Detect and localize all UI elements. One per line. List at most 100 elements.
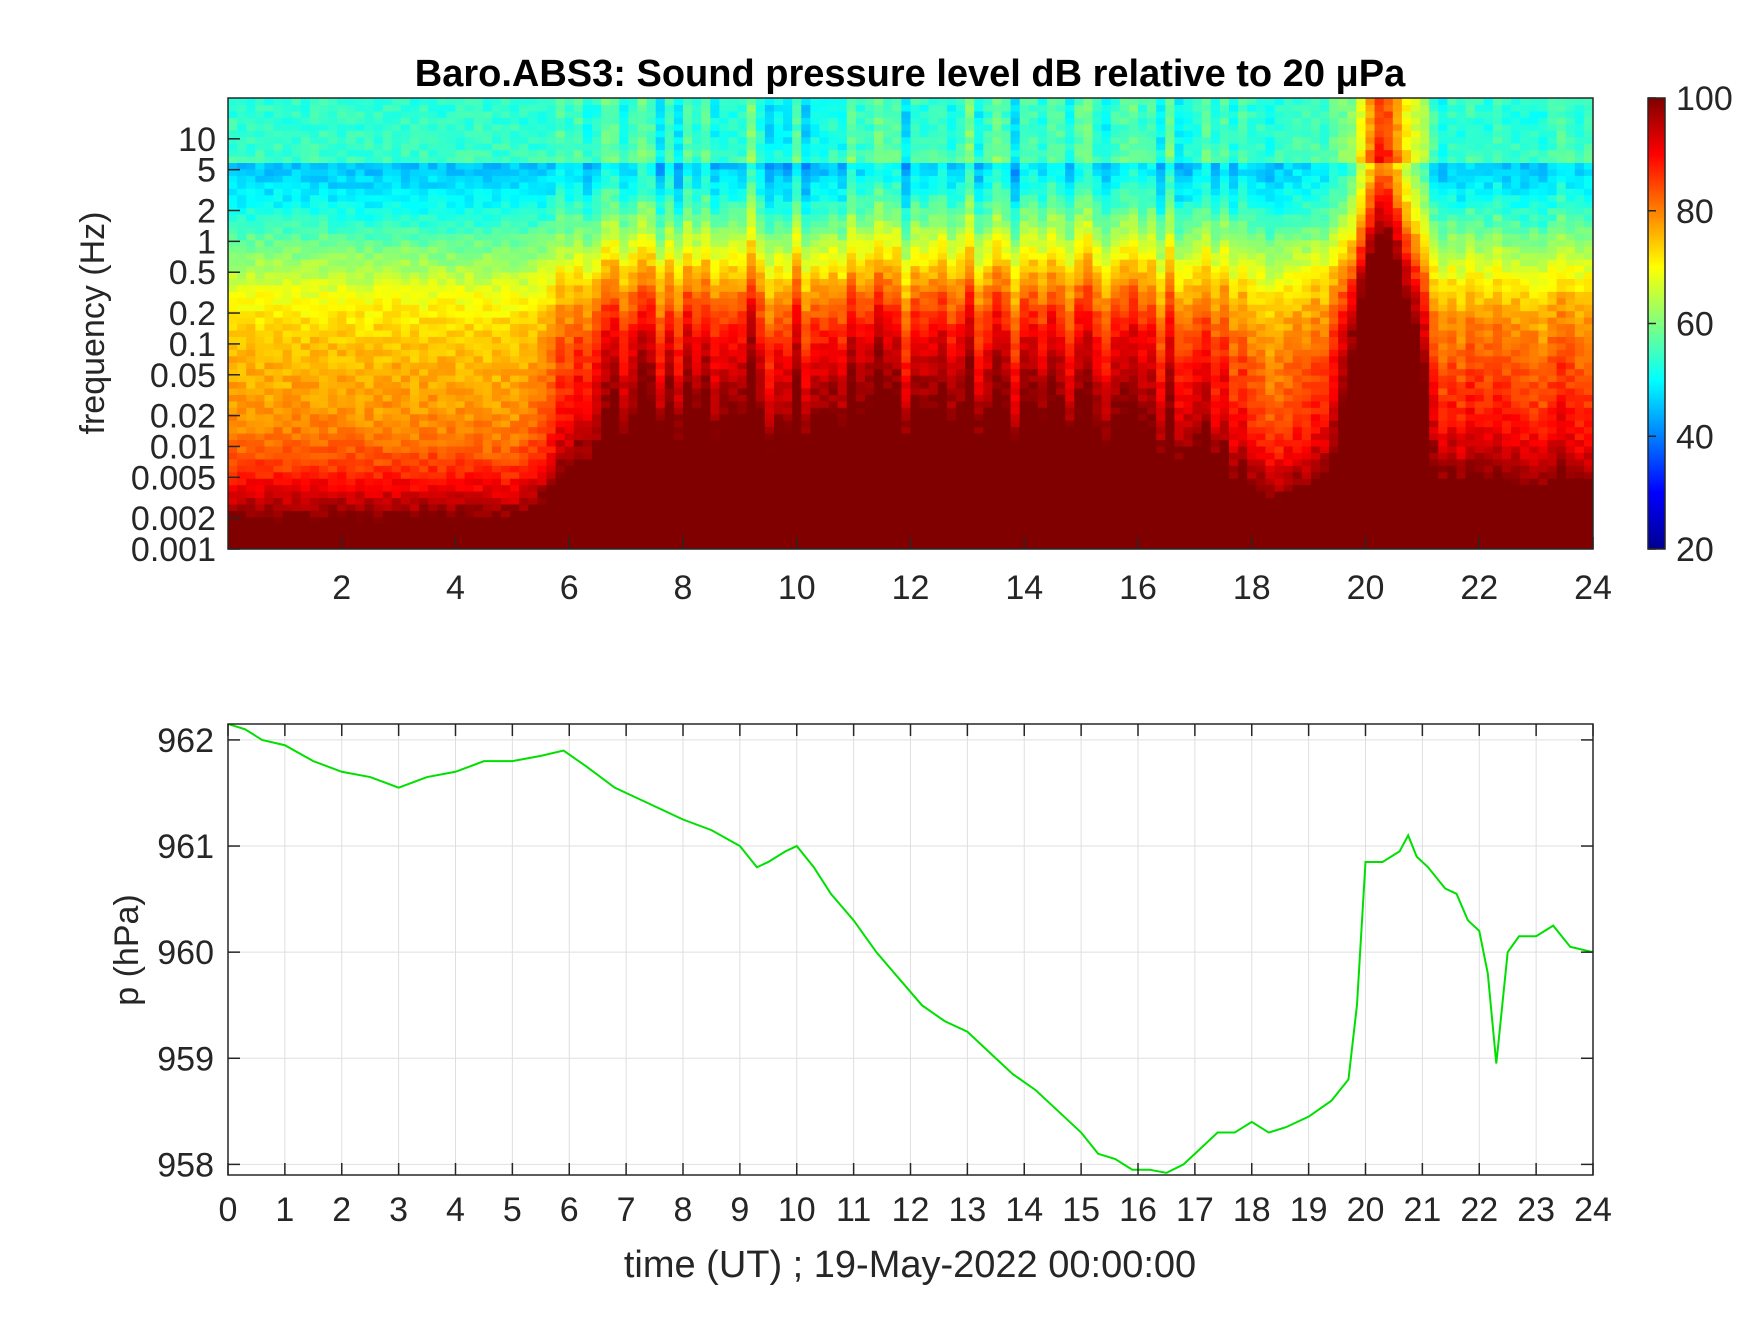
spectrogram-cell: [510, 536, 520, 544]
spectrogram-cell: [482, 162, 493, 170]
spectrogram-cell: [410, 98, 420, 106]
spectrogram-cell: [701, 458, 711, 466]
spectrogram-cell: [237, 226, 247, 234]
spectrogram-cell: [755, 349, 766, 357]
spectrogram-cell: [491, 355, 502, 363]
spectrogram-cell: [355, 117, 366, 125]
spectrogram-cell: [337, 284, 347, 292]
spectrogram-cell: [382, 188, 393, 196]
spectrogram-cell: [346, 362, 356, 370]
spectrogram-cell: [710, 162, 720, 170]
spectrogram-cell: [582, 291, 593, 299]
spectrogram-cell: [319, 362, 329, 370]
spectrogram-cell: [719, 433, 730, 441]
spectrogram-cell: [273, 168, 284, 176]
spectrogram-cell: [328, 213, 338, 222]
spectrogram-cell: [701, 207, 711, 215]
spectrogram-cell: [837, 110, 848, 118]
spectrogram-cell: [282, 478, 293, 486]
spectrogram-cell: [337, 110, 347, 118]
spectrogram-cell: [673, 452, 684, 460]
spectrogram-cell: [400, 497, 411, 505]
spectrogram-cell: [382, 297, 393, 305]
spectrogram-cell: [464, 529, 475, 537]
spectrogram-cell: [546, 213, 557, 222]
spectrogram-cell: [628, 497, 639, 505]
spectrogram-cell: [246, 104, 256, 112]
spectrogram-cell: [683, 516, 693, 524]
spectrogram-cell: [546, 155, 557, 164]
spectrogram-cell: [246, 207, 256, 215]
spectrogram-cell: [673, 123, 684, 131]
spectrogram-cell: [410, 304, 420, 312]
spectrogram-cell: [264, 413, 275, 421]
spectrogram-cell: [300, 536, 311, 544]
spectrogram-cell: [610, 123, 620, 131]
spectrogram-cell: [419, 491, 429, 499]
spectrogram-cell: [373, 433, 384, 441]
spectrogram-cell: [346, 226, 356, 234]
spectrogram-cell: [746, 155, 757, 164]
spectrogram-cell: [282, 445, 293, 453]
spectrogram-cell: [491, 375, 502, 383]
spectrogram-cell: [655, 491, 666, 499]
spectrogram-cell: [737, 117, 748, 125]
spectrogram-cell: [228, 213, 238, 222]
spectrogram-cell: [300, 271, 311, 279]
spectrogram-cell: [710, 329, 720, 337]
spectrogram-cell: [373, 516, 384, 524]
spectrogram-cell: [755, 284, 766, 292]
spectrogram-cell: [764, 484, 775, 492]
spectrogram-cell: [228, 349, 238, 357]
spectrogram-cell: [237, 368, 247, 376]
spectrogram-cell: [837, 175, 848, 183]
spectrogram-cell: [846, 213, 857, 222]
spectrogram-cell: [528, 516, 538, 524]
spectrogram-cell: [410, 471, 420, 479]
spectrogram-cell: [246, 246, 256, 254]
spectrogram-cell: [855, 310, 866, 318]
spectrogram-cell: [373, 265, 384, 273]
spectrogram-cell: [664, 342, 675, 350]
spectrogram-cell: [473, 394, 484, 402]
spectrogram-cell: [255, 130, 265, 138]
spectrogram-cell: [564, 497, 575, 505]
spectrogram-cell: [337, 271, 347, 279]
spectrogram-cell: [555, 349, 566, 357]
spectrogram-cell: [564, 342, 575, 350]
spectrogram-cell: [546, 381, 557, 389]
spectrogram-cell: [837, 349, 848, 357]
spectrogram-cell: [273, 233, 284, 241]
spectrogram-cell: [865, 491, 875, 499]
spectrogram-cell: [764, 445, 775, 453]
spectrogram-cell: [664, 181, 675, 189]
spectrogram-cell: [455, 336, 466, 344]
spectrogram-cell: [755, 375, 766, 383]
spectrogram-cell: [737, 394, 748, 402]
spectrogram-cell: [364, 278, 375, 286]
spectrogram-cell: [428, 194, 438, 202]
spectrogram-cell: [837, 246, 848, 254]
spectrogram-cell: [473, 220, 484, 228]
spectrogram-cell: [291, 181, 302, 189]
spectrogram-cell: [391, 433, 402, 441]
spectrogram-cell: [464, 117, 475, 125]
spectrogram-cell: [237, 188, 247, 196]
spectrogram-cell: [719, 207, 730, 215]
spectrogram-cell: [491, 542, 502, 549]
spectrogram-cell: [610, 542, 620, 549]
spectrogram-cell: [582, 516, 593, 524]
spectrogram-cell: [528, 375, 538, 383]
spectrogram-cell: [628, 175, 639, 183]
spectrogram-cell: [501, 98, 511, 106]
spectrogram-cell: [319, 465, 329, 473]
spectrogram-cell: [510, 375, 520, 383]
spectrogram-cell: [228, 445, 238, 453]
spectrogram-cell: [555, 536, 566, 544]
spectrogram-cell: [300, 510, 311, 518]
spectrogram-cell: [482, 259, 493, 267]
spectrogram-cell: [664, 104, 675, 112]
spectrogram-cell: [473, 484, 484, 492]
spectrogram-cell: [692, 368, 702, 376]
spectrogram-cell: [510, 226, 520, 234]
